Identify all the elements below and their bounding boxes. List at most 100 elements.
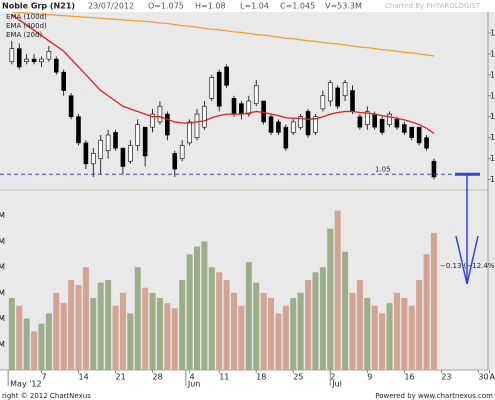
volume-bar	[349, 292, 356, 370]
volume-bar	[305, 280, 312, 370]
candle-body	[431, 160, 437, 178]
candle-body	[172, 153, 178, 170]
y-tick-label: 1.12	[490, 133, 495, 142]
volume-bar	[23, 318, 30, 370]
volume-bar	[201, 241, 208, 370]
open: O=1.075	[148, 2, 184, 11]
support-label: 1.05	[375, 165, 391, 173]
candle-body	[298, 116, 303, 128]
volume-bar	[282, 305, 289, 370]
legend-entry: EMA (100d)	[6, 13, 47, 21]
candle-body	[239, 103, 244, 115]
volume-bar	[342, 251, 349, 370]
v-tick-label: 50M	[0, 237, 5, 246]
ema-line	[11, 12, 435, 57]
x-tick-label: 7	[41, 373, 46, 382]
candle-body	[357, 116, 363, 128]
v-tick-label: 40M	[0, 263, 5, 272]
volume-bar	[231, 292, 238, 370]
volume-bar	[334, 210, 341, 370]
volume-bar	[53, 292, 60, 370]
y-tick-label: 1.28	[490, 49, 495, 58]
volume-bar	[356, 280, 363, 370]
candle-body	[165, 113, 170, 136]
volume-bar	[386, 303, 393, 370]
volume-bar	[179, 280, 186, 370]
candle-body	[83, 142, 89, 165]
volume-bar	[401, 298, 408, 370]
volume-bar	[149, 292, 156, 370]
candle-body	[157, 105, 163, 123]
volume-bar	[223, 280, 230, 370]
x-tick-label: 25	[293, 373, 303, 382]
v-tick-label: 20M	[0, 314, 5, 323]
candle-body	[39, 58, 44, 63]
candle-body	[283, 126, 289, 149]
candle-body	[268, 116, 274, 133]
candle-body	[135, 124, 141, 146]
volume-bar	[68, 280, 75, 370]
candle-body	[246, 100, 252, 115]
volume-bar	[371, 305, 378, 370]
volume-bar	[319, 267, 326, 370]
volume-bar	[216, 272, 223, 370]
x-tick-label: 16	[404, 373, 414, 382]
volume-bar	[134, 267, 141, 370]
volume-bar	[245, 262, 252, 370]
volume-bar	[238, 305, 245, 370]
candle-body	[305, 111, 311, 136]
candle-body	[416, 126, 422, 144]
volume-bar	[164, 303, 171, 370]
volume-bar	[416, 280, 423, 370]
candle-body	[46, 50, 52, 60]
candle-body	[24, 58, 29, 63]
arrow-head	[455, 235, 479, 285]
low: L=1.04	[240, 2, 269, 11]
candle-body	[320, 95, 326, 110]
candle-body	[31, 58, 37, 63]
x-tick-label: 14	[78, 373, 88, 382]
ema-line	[11, 14, 435, 134]
x-tick-label: 21	[116, 373, 126, 382]
y-tick-label: 1.04	[490, 175, 495, 184]
watermark: Charted By PHYAROLOGIST	[385, 2, 481, 10]
y-tick-label: 1.16	[490, 112, 495, 121]
candle-body	[335, 87, 340, 107]
candle-body	[16, 48, 22, 68]
x-tick-label: 9	[367, 373, 372, 382]
candle-body	[61, 71, 66, 91]
candle-body	[231, 98, 237, 115]
candle-body	[261, 100, 266, 123]
volume-bar	[127, 313, 134, 370]
candle-body	[224, 66, 229, 86]
volume-bar	[208, 267, 215, 370]
y-tick-label: 1.2	[490, 91, 495, 100]
volume-bar	[156, 298, 163, 370]
footer-right: Powered by www.chartnexus.com	[375, 392, 493, 400]
volume-bar	[82, 267, 89, 370]
candle-body	[120, 147, 126, 167]
candle-body	[387, 113, 392, 125]
candle-body	[91, 153, 96, 165]
candle-body	[402, 124, 407, 133]
volume-bar	[327, 228, 334, 370]
volume-bar	[393, 292, 400, 370]
candle-body	[150, 113, 155, 128]
candle-body	[364, 111, 370, 125]
y-tick-label: 1.08	[490, 154, 495, 163]
volume-bar	[97, 282, 104, 370]
x-tick-label: 4	[190, 373, 195, 382]
volume-bar	[193, 246, 200, 370]
volume-bar	[260, 292, 267, 370]
volume-bar	[38, 323, 45, 370]
candle-body	[409, 126, 415, 138]
title: Noble Grp (N21)	[2, 2, 75, 11]
candle-body	[342, 82, 348, 97]
candle-body	[113, 132, 118, 149]
volume-bar	[423, 254, 430, 370]
volume-bar	[275, 313, 282, 370]
candle-body	[253, 84, 259, 104]
volume-bar	[105, 280, 112, 370]
